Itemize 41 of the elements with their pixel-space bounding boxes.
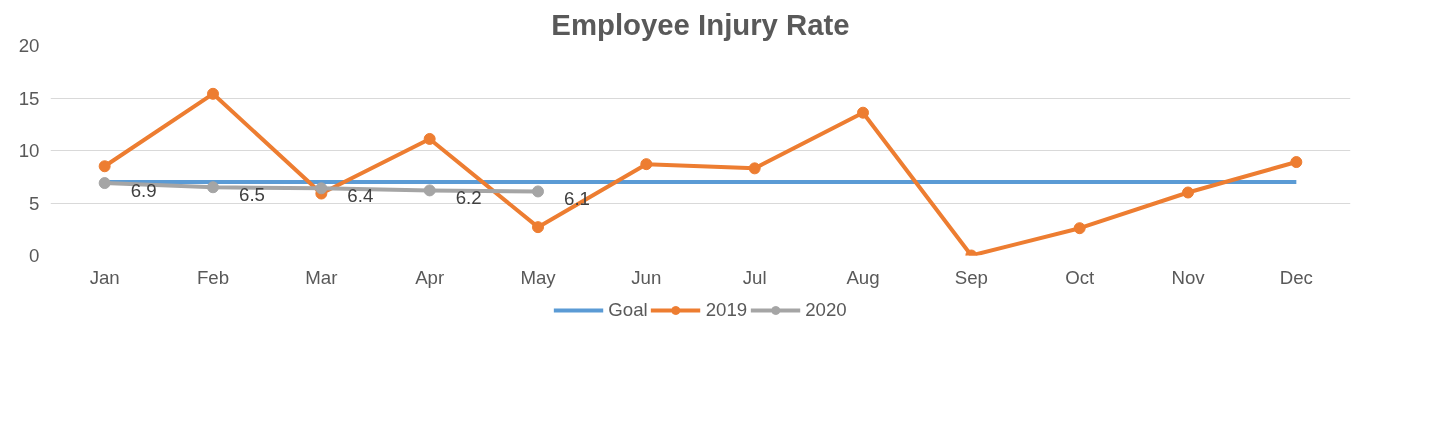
point — [532, 221, 544, 234]
x-tick-label: Sep — [954, 266, 988, 288]
legend-label: 2019 — [705, 299, 748, 321]
point — [207, 87, 219, 100]
x-tick-label: Nov — [1171, 266, 1206, 288]
point — [532, 185, 544, 198]
x-tick-label: Feb — [196, 266, 230, 288]
x-tick-label: Mar — [305, 266, 338, 288]
x-tick-label: Dec — [1279, 266, 1313, 288]
x-tick-label: Jan — [89, 266, 120, 288]
data-label: 6.4 — [347, 185, 374, 207]
point — [98, 177, 111, 190]
point — [748, 162, 761, 175]
point — [98, 160, 111, 173]
x-tick-label: Apr — [415, 266, 445, 288]
legend-label: 2020 — [805, 299, 847, 321]
point — [423, 132, 436, 145]
point — [1182, 186, 1194, 199]
y-tick-label: 20 — [18, 35, 40, 56]
y-tick-label: 15 — [18, 87, 40, 109]
y-tick-label: 0 — [29, 245, 40, 266]
data-label: 6.1 — [564, 188, 590, 210]
data-label: 6.5 — [239, 184, 265, 206]
x-tick-label: Jul — [742, 266, 767, 288]
point — [1290, 156, 1303, 169]
y-tick-label: 10 — [18, 140, 40, 161]
data-label: 6.9 — [130, 180, 157, 202]
x-tick-label: Oct — [1065, 266, 1095, 288]
legend-label: Goal — [608, 299, 648, 321]
point — [640, 158, 653, 171]
point — [207, 181, 219, 194]
y-tick-label: 5 — [29, 192, 40, 214]
point — [857, 106, 869, 119]
point — [1073, 222, 1086, 235]
x-tick-label: Jun — [631, 266, 662, 288]
x-tick-label: Aug — [846, 266, 880, 288]
point — [315, 182, 328, 195]
data-label: 6.2 — [455, 187, 482, 209]
point — [423, 184, 436, 197]
x-tick-label: May — [520, 266, 557, 288]
chart-title: Employee Injury Rate — [551, 7, 850, 41]
